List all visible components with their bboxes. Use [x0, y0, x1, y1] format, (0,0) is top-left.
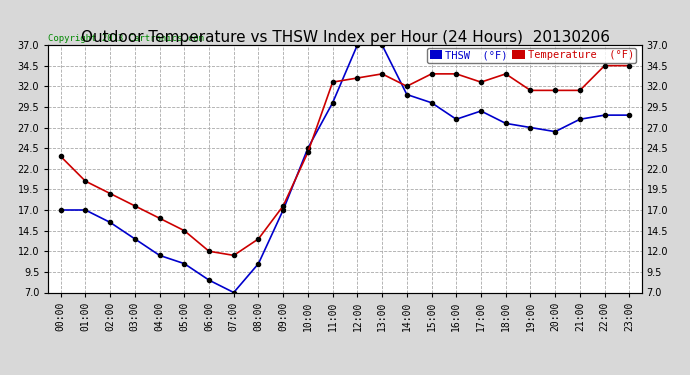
Text: Copyright 2013 Cartronics.com: Copyright 2013 Cartronics.com [48, 33, 204, 42]
Legend: THSW  (°F), Temperature  (°F): THSW (°F), Temperature (°F) [427, 48, 636, 63]
Title: Outdoor Temperature vs THSW Index per Hour (24 Hours)  20130206: Outdoor Temperature vs THSW Index per Ho… [81, 30, 609, 45]
